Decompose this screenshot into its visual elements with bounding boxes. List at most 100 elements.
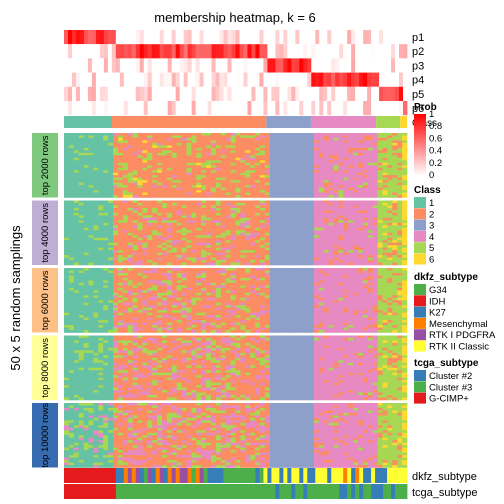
prob-cell bbox=[112, 58, 116, 72]
heatmap-cell bbox=[128, 280, 133, 283]
heatmap-cell bbox=[392, 238, 397, 241]
heatmap-cell bbox=[397, 228, 402, 231]
heatmap-cell bbox=[294, 188, 299, 191]
heatmap-cell bbox=[206, 210, 211, 213]
heatmap-cell bbox=[89, 278, 94, 281]
heatmap-cell bbox=[152, 260, 157, 263]
heatmap-cell bbox=[245, 175, 250, 178]
heatmap-cell bbox=[74, 218, 79, 221]
heatmap-cell bbox=[157, 273, 162, 276]
heatmap-cell bbox=[152, 210, 157, 213]
heatmap-cell bbox=[216, 255, 221, 258]
heatmap-cell bbox=[206, 153, 211, 156]
heatmap-cell bbox=[304, 243, 309, 246]
heatmap-cell bbox=[191, 168, 196, 171]
heatmap-cell bbox=[123, 253, 128, 256]
heatmap-cell bbox=[118, 185, 123, 188]
heatmap-cell bbox=[123, 275, 128, 278]
heatmap-cell bbox=[334, 205, 339, 208]
heatmap-cell bbox=[128, 225, 133, 228]
heatmap-cell bbox=[142, 205, 147, 208]
heatmap-cell bbox=[103, 215, 108, 218]
heatmap-cell bbox=[387, 220, 392, 223]
heatmap-cell bbox=[334, 155, 339, 158]
heatmap-cell bbox=[216, 235, 221, 238]
heatmap-cell bbox=[368, 273, 373, 276]
heatmap-cell bbox=[113, 270, 118, 273]
heatmap-cell bbox=[319, 133, 324, 136]
heatmap-cell bbox=[275, 225, 280, 228]
heatmap-cell bbox=[89, 195, 94, 198]
prob-cell bbox=[315, 87, 319, 101]
heatmap-cell bbox=[113, 235, 118, 238]
heatmap-cell bbox=[196, 190, 201, 193]
heatmap-cell bbox=[250, 223, 255, 226]
heatmap-cell bbox=[191, 220, 196, 223]
heatmap-cell bbox=[172, 273, 177, 276]
heatmap-cell bbox=[397, 173, 402, 176]
heatmap-cell bbox=[191, 283, 196, 286]
heatmap-cell bbox=[226, 288, 231, 291]
heatmap-cell bbox=[299, 195, 304, 198]
heatmap-cell bbox=[348, 160, 353, 163]
heatmap-cell bbox=[157, 235, 162, 238]
heatmap-cell bbox=[182, 260, 187, 263]
prob-cell bbox=[299, 44, 303, 58]
heatmap-cell bbox=[265, 143, 270, 146]
heatmap-cell bbox=[285, 253, 290, 256]
heatmap-cell bbox=[93, 260, 98, 263]
heatmap-cell bbox=[294, 250, 299, 253]
prob-cell bbox=[331, 44, 335, 58]
heatmap-cell bbox=[368, 235, 373, 238]
heatmap-cell bbox=[221, 175, 226, 178]
heatmap-cell bbox=[152, 228, 157, 231]
heatmap-cell bbox=[74, 215, 79, 218]
heatmap-cell bbox=[231, 270, 236, 273]
heatmap-cell bbox=[167, 243, 172, 246]
heatmap-cell bbox=[89, 253, 94, 256]
heatmap-cell bbox=[402, 155, 407, 158]
prob-cell bbox=[319, 101, 323, 115]
heatmap-cell bbox=[275, 250, 280, 253]
heatmap-cell bbox=[358, 153, 363, 156]
heatmap-cell bbox=[177, 253, 182, 256]
heatmap-cell bbox=[255, 248, 260, 251]
heatmap-cell bbox=[270, 158, 275, 161]
heatmap-cell bbox=[383, 225, 388, 228]
heatmap-cell bbox=[177, 270, 182, 273]
heatmap-cell bbox=[397, 290, 402, 293]
heatmap-cell bbox=[128, 228, 133, 231]
heatmap-cell bbox=[368, 240, 373, 243]
prob-cell bbox=[68, 87, 72, 101]
heatmap-cell bbox=[152, 175, 157, 178]
heatmap-cell bbox=[275, 148, 280, 151]
heatmap-cell bbox=[157, 240, 162, 243]
heatmap-cell bbox=[69, 238, 74, 241]
heatmap-cell bbox=[172, 148, 177, 151]
heatmap-cell bbox=[309, 140, 314, 143]
heatmap-cell bbox=[226, 193, 231, 196]
heatmap-cell bbox=[108, 140, 113, 143]
heatmap-cell bbox=[142, 223, 147, 226]
prob-cell bbox=[92, 87, 96, 101]
heatmap-cell bbox=[84, 183, 89, 186]
heatmap-cell bbox=[397, 255, 402, 258]
prob-cell bbox=[259, 101, 263, 115]
prob-cell bbox=[355, 44, 359, 58]
heatmap-cell bbox=[64, 223, 69, 226]
heatmap-cell bbox=[402, 185, 407, 188]
heatmap-cell bbox=[64, 178, 69, 181]
heatmap-cell bbox=[338, 173, 343, 176]
heatmap-cell bbox=[240, 210, 245, 213]
heatmap-cell bbox=[138, 283, 143, 286]
heatmap-cell bbox=[201, 193, 206, 196]
heatmap-cell bbox=[289, 275, 294, 278]
heatmap-cell bbox=[147, 268, 152, 271]
heatmap-cell bbox=[187, 158, 192, 161]
heatmap-cell bbox=[177, 240, 182, 243]
heatmap-cell bbox=[319, 268, 324, 271]
heatmap-cell bbox=[270, 185, 275, 188]
heatmap-cell bbox=[196, 258, 201, 261]
heatmap-cell bbox=[147, 278, 152, 281]
heatmap-cell bbox=[363, 260, 368, 263]
